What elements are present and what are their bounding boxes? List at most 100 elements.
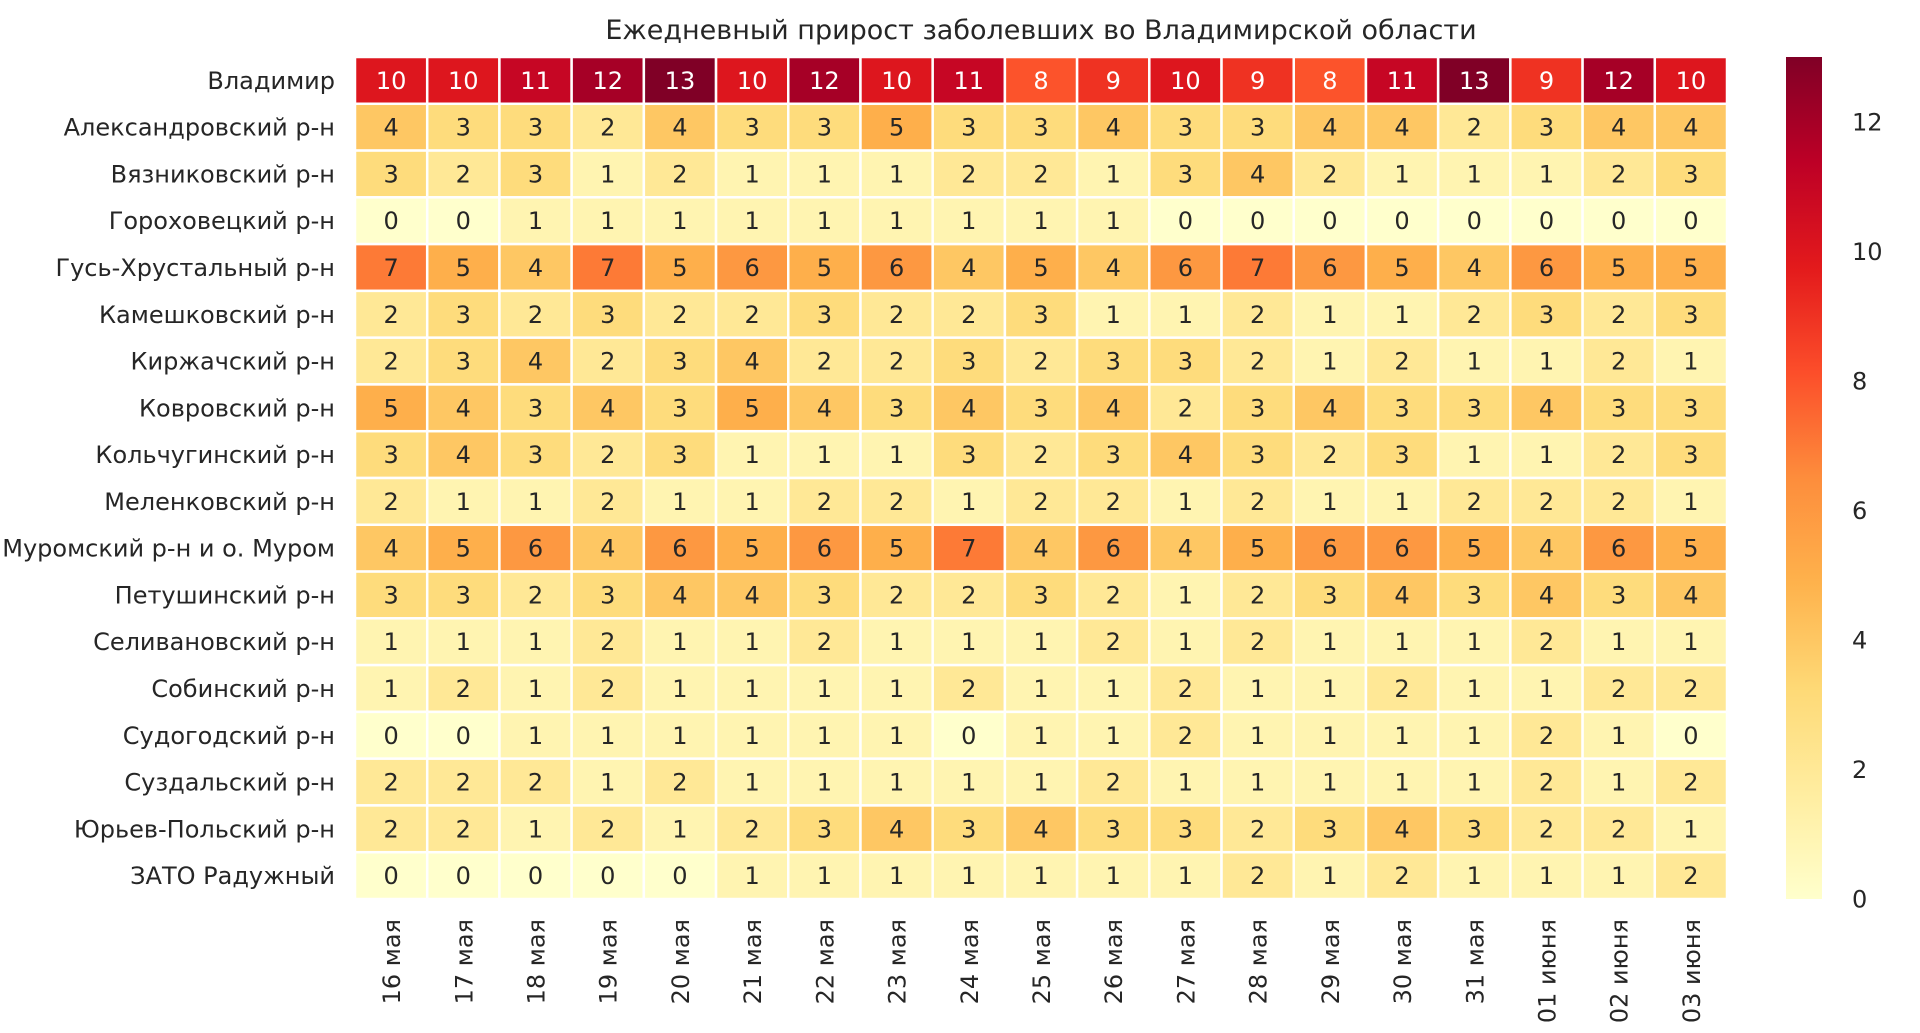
- cell-value-label: 12: [1603, 67, 1634, 95]
- heatmap-cell: [714, 523, 790, 573]
- cell-value-label: 3: [1322, 581, 1337, 609]
- cell-value-label: 4: [1178, 535, 1193, 563]
- x-tick-label: 19 мая: [595, 919, 623, 1004]
- cell-value-label: 4: [383, 535, 398, 563]
- cell-value-label: 5: [456, 254, 471, 282]
- heatmap-cell: [353, 289, 429, 339]
- cell-value-label: 6: [1394, 535, 1409, 563]
- y-tick-label: Александровский р-н: [64, 114, 335, 142]
- cell-value-label: 2: [1611, 301, 1626, 329]
- heatmap-cell: [1436, 710, 1512, 760]
- x-tick-label: 21 мая: [739, 919, 767, 1004]
- heatmap-cell: [1220, 757, 1295, 807]
- cell-value-label: 1: [961, 488, 976, 516]
- cell-value-label: 2: [1611, 441, 1626, 469]
- cell-value-label: 2: [889, 348, 904, 376]
- cell-value-label: 2: [889, 581, 904, 609]
- cell-value-label: 2: [456, 815, 471, 843]
- cell-value-label: 10: [1676, 67, 1707, 95]
- cell-value-label: 6: [1106, 535, 1121, 563]
- cell-value-label: 5: [1467, 535, 1482, 563]
- cell-value-label: 1: [745, 441, 760, 469]
- cell-value-label: 1: [817, 207, 832, 235]
- heatmap-cell: [498, 663, 573, 714]
- cell-value-label: 2: [383, 488, 398, 516]
- heatmap-cell: [353, 102, 429, 152]
- cell-value-label: 1: [817, 160, 832, 188]
- heatmap-cell: [1364, 757, 1440, 807]
- cell-value-label: 5: [456, 535, 471, 563]
- cell-value-label: 2: [1539, 628, 1554, 656]
- cell-value-label: 1: [961, 862, 976, 890]
- cell-value-label: 0: [1539, 207, 1554, 235]
- cell-value-label: 2: [1683, 769, 1698, 797]
- cell-value-label: 1: [1033, 675, 1048, 703]
- x-tick-label: 24 мая: [956, 919, 984, 1004]
- cell-value-label: 4: [456, 394, 471, 422]
- heatmap-cell: [642, 663, 718, 714]
- x-tick-label: 16 мая: [378, 919, 406, 1004]
- cell-value-label: 2: [961, 675, 976, 703]
- cell-value-label: 1: [528, 488, 543, 516]
- cell-value-label: 1: [817, 722, 832, 750]
- cell-value-label: 4: [672, 581, 687, 609]
- cell-value-label: 1: [817, 769, 832, 797]
- heatmap-cell: [1653, 336, 1729, 386]
- cell-value-label: 3: [1250, 394, 1265, 422]
- cell-value-label: 0: [1611, 207, 1626, 235]
- cell-value-label: 1: [1322, 628, 1337, 656]
- cell-value-label: 1: [1033, 628, 1048, 656]
- heatmap-cell: [353, 617, 429, 667]
- cell-value-label: 4: [1683, 114, 1698, 142]
- cell-value-label: 1: [1467, 722, 1482, 750]
- heatmap-cell: [1364, 336, 1440, 386]
- cell-value-label: 1: [1394, 160, 1409, 188]
- cell-value-label: 3: [528, 114, 543, 142]
- cell-value-label: 0: [456, 862, 471, 890]
- colorbar-tick-label: 6: [1852, 497, 1867, 525]
- colorbar-tick-label: 10: [1852, 238, 1883, 266]
- heatmap-cell: [498, 757, 573, 807]
- heatmap-cell: [714, 336, 790, 386]
- heatmap-cell: [714, 242, 790, 293]
- heatmap-cell: [425, 336, 501, 386]
- heatmap-cell: [1653, 55, 1729, 106]
- heatmap-cell: [1436, 570, 1512, 620]
- cell-value-label: 6: [1322, 254, 1337, 282]
- cell-value-label: 3: [1683, 394, 1698, 422]
- heatmap-cell: [1364, 242, 1440, 293]
- heatmap-cell: [859, 336, 934, 386]
- cell-value-label: 4: [672, 114, 687, 142]
- cell-value-label: 2: [600, 114, 615, 142]
- heatmap-cell: [859, 149, 934, 199]
- cell-value-label: 2: [1106, 769, 1121, 797]
- cell-value-label: 2: [745, 815, 760, 843]
- cell-value-label: 1: [1611, 722, 1626, 750]
- y-tick-label: Собинский р-н: [151, 675, 335, 703]
- cell-value-label: 6: [528, 535, 543, 563]
- colorbar-tick-label: 4: [1852, 626, 1867, 654]
- heatmap-cell: [1148, 710, 1223, 760]
- cell-value-label: 5: [745, 535, 760, 563]
- heatmap-cell: [1653, 617, 1729, 667]
- heatmap-cell: [931, 663, 1007, 714]
- heatmap-cell: [1509, 102, 1584, 152]
- heatmap-cell: [1436, 196, 1512, 246]
- cell-value-label: 2: [383, 301, 398, 329]
- cell-value-label: 4: [1394, 815, 1409, 843]
- heatmap-cell: [1075, 757, 1151, 807]
- cell-value-label: 1: [383, 675, 398, 703]
- cell-value-label: 11: [520, 67, 551, 95]
- cell-value-label: 1: [1322, 769, 1337, 797]
- cell-value-label: 1: [1178, 769, 1193, 797]
- heatmap-cell: [498, 570, 573, 620]
- heatmap-cells: 10 10 11 12 13 10 12 10 11 8 9 10 9 8 11 13 9 12 104 3 3 2 4 3 3…: [353, 55, 1729, 901]
- cell-value-label: 3: [1539, 301, 1554, 329]
- cell-value-label: 2: [1106, 628, 1121, 656]
- heatmap-cell: [1220, 242, 1295, 293]
- cell-value-label: 2: [383, 348, 398, 376]
- cell-value-label: 1: [528, 675, 543, 703]
- cell-value-label: 4: [1322, 114, 1337, 142]
- cell-value-label: 1: [1322, 862, 1337, 890]
